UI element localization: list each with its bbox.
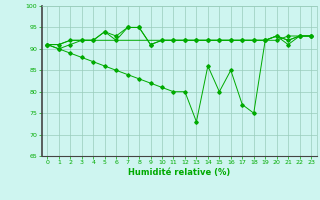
X-axis label: Humidité relative (%): Humidité relative (%) xyxy=(128,168,230,177)
